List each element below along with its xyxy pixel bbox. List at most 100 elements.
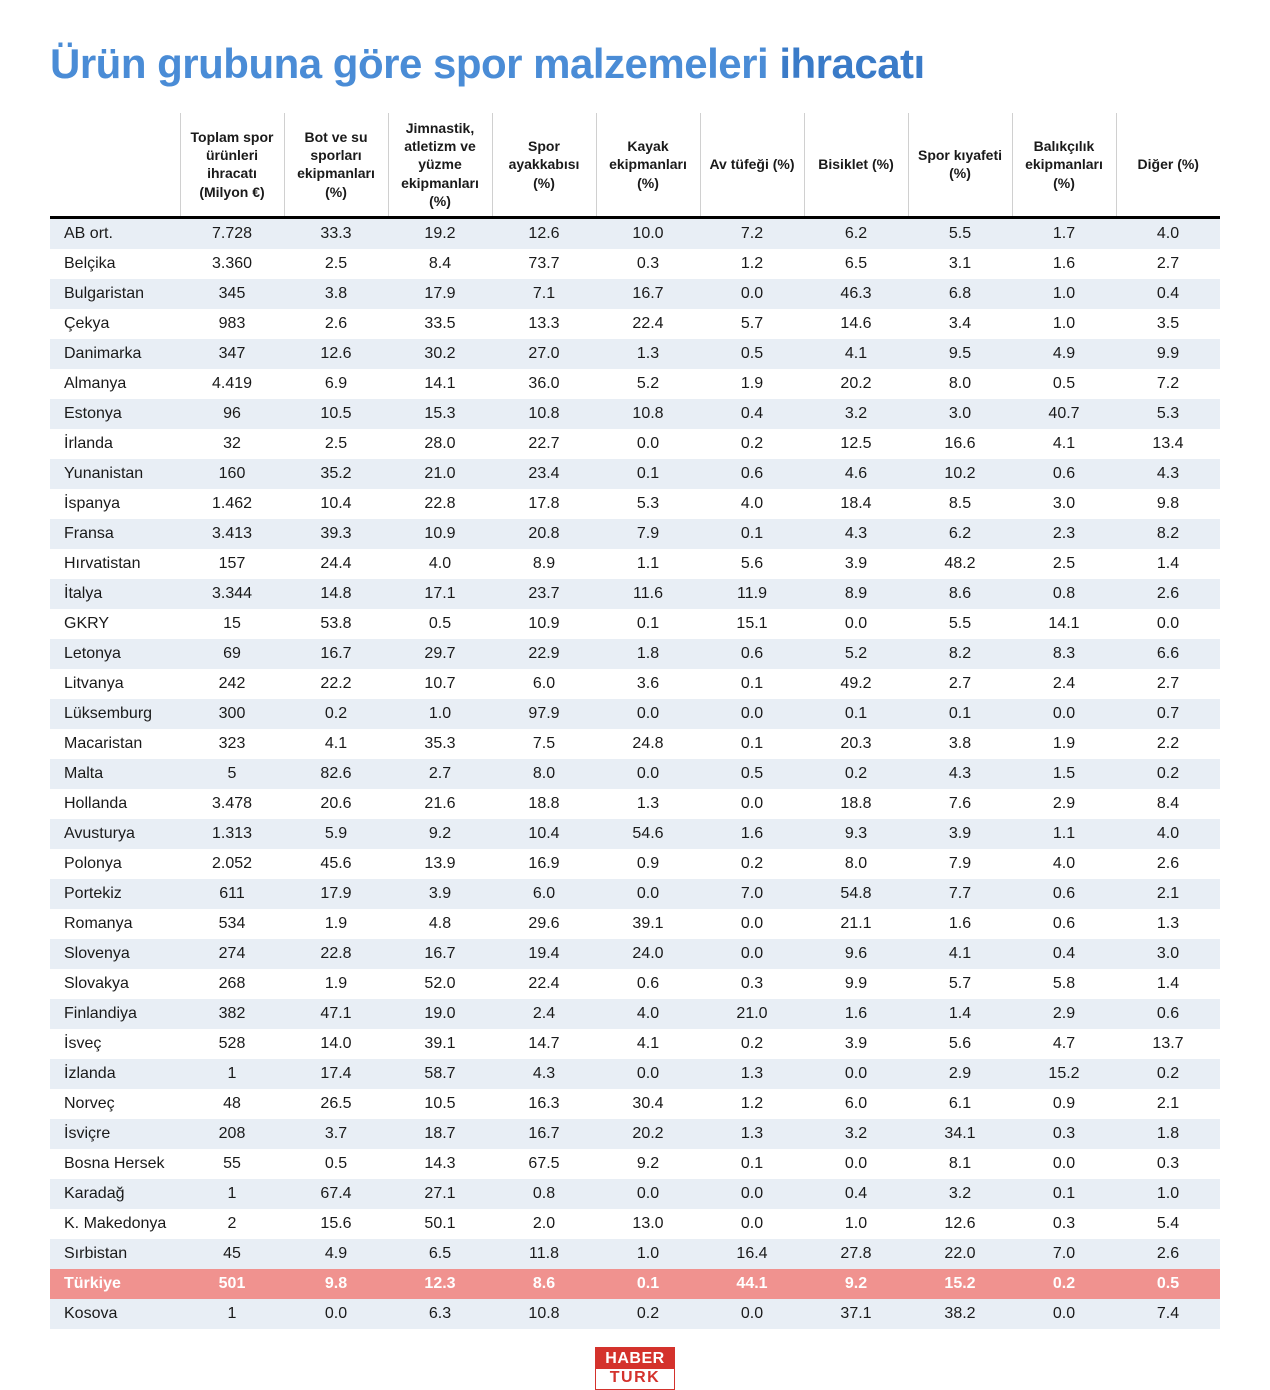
row-value: 347 (180, 339, 284, 369)
row-value: 0.5 (700, 339, 804, 369)
row-value: 4.9 (1012, 339, 1116, 369)
row-value: 3.7 (284, 1119, 388, 1149)
row-value: 0.1 (596, 459, 700, 489)
row-value: 0.5 (700, 759, 804, 789)
row-value: 3.4 (908, 309, 1012, 339)
row-value: 27.0 (492, 339, 596, 369)
row-value: 0.0 (804, 1059, 908, 1089)
row-value: 9.5 (908, 339, 1012, 369)
row-value: 8.5 (908, 489, 1012, 519)
row-name: Karadağ (50, 1179, 180, 1209)
row-value: 7.7 (908, 879, 1012, 909)
row-name: Yunanistan (50, 459, 180, 489)
row-value: 3.8 (284, 279, 388, 309)
row-value: 2.4 (492, 999, 596, 1029)
row-value: 5.4 (1116, 1209, 1220, 1239)
table-row: Slovenya27422.816.719.424.00.09.64.10.43… (50, 939, 1220, 969)
row-value: 39.1 (388, 1029, 492, 1059)
row-value: 4.1 (804, 339, 908, 369)
row-value: 0.1 (700, 1149, 804, 1179)
row-value: 7.0 (700, 879, 804, 909)
row-value: 21.0 (700, 999, 804, 1029)
row-value: 0.0 (596, 759, 700, 789)
table-row: Hırvatistan15724.44.08.91.15.63.948.22.5… (50, 549, 1220, 579)
row-value: 0.5 (388, 609, 492, 639)
row-value: 0.0 (1012, 699, 1116, 729)
row-value: 19.4 (492, 939, 596, 969)
table-col-header: Jimnastik, atletizm ve yüzme ekipmanları… (388, 113, 492, 217)
row-name: Almanya (50, 369, 180, 399)
row-value: 0.2 (284, 699, 388, 729)
row-value: 10.8 (492, 1299, 596, 1329)
row-value: 5.5 (908, 609, 1012, 639)
row-value: 22.9 (492, 639, 596, 669)
row-value: 2.1 (1116, 879, 1220, 909)
row-value: 0.3 (700, 969, 804, 999)
row-value: 2.4 (1012, 669, 1116, 699)
row-value: 6.1 (908, 1089, 1012, 1119)
table-body: AB ort.7.72833.319.212.610.07.26.25.51.7… (50, 217, 1220, 1329)
row-value: 54.8 (804, 879, 908, 909)
row-value: 7.9 (908, 849, 1012, 879)
row-value: 6.5 (804, 249, 908, 279)
row-name: Belçika (50, 249, 180, 279)
row-value: 160 (180, 459, 284, 489)
table-row: Belçika3.3602.58.473.70.31.26.53.11.62.7 (50, 249, 1220, 279)
row-value: 0.9 (596, 849, 700, 879)
row-value: 10.8 (492, 399, 596, 429)
row-value: 5.5 (908, 217, 1012, 249)
row-value: 0.0 (804, 609, 908, 639)
row-value: 0.0 (700, 1179, 804, 1209)
row-value: 0.0 (596, 1179, 700, 1209)
row-name: Romanya (50, 909, 180, 939)
row-value: 0.2 (804, 759, 908, 789)
row-value: 5.3 (1116, 399, 1220, 429)
row-value: 0.1 (700, 669, 804, 699)
row-value: 4.3 (804, 519, 908, 549)
row-value: 0.0 (596, 699, 700, 729)
row-value: 1.9 (700, 369, 804, 399)
row-name: Litvanya (50, 669, 180, 699)
table-row: K. Makedonya215.650.12.013.00.01.012.60.… (50, 1209, 1220, 1239)
row-value: 4.0 (700, 489, 804, 519)
row-value: 1.2 (700, 249, 804, 279)
row-value: 82.6 (284, 759, 388, 789)
row-value: 1.3 (596, 339, 700, 369)
row-value: 0.0 (596, 1059, 700, 1089)
row-value: 2 (180, 1209, 284, 1239)
table-row: Bosna Hersek550.514.367.59.20.10.08.10.0… (50, 1149, 1220, 1179)
row-value: 17.4 (284, 1059, 388, 1089)
table-col-header: Av tüfeği (%) (700, 113, 804, 217)
row-value: 2.6 (1116, 849, 1220, 879)
row-value: 22.4 (596, 309, 700, 339)
row-value: 10.7 (388, 669, 492, 699)
row-value: 22.0 (908, 1239, 1012, 1269)
row-value: 1.9 (284, 909, 388, 939)
table-col-header: Spor ayakkabısı (%) (492, 113, 596, 217)
row-value: 0.2 (1012, 1269, 1116, 1299)
row-value: 0.0 (700, 909, 804, 939)
row-value: 345 (180, 279, 284, 309)
row-value: 12.6 (284, 339, 388, 369)
row-value: 268 (180, 969, 284, 999)
row-value: 1.3 (596, 789, 700, 819)
table-row: Lüksemburg3000.21.097.90.00.00.10.10.00.… (50, 699, 1220, 729)
row-value: 1.2 (700, 1089, 804, 1119)
row-value: 35.3 (388, 729, 492, 759)
row-value: 8.9 (492, 549, 596, 579)
row-value: 242 (180, 669, 284, 699)
row-value: 7.1 (492, 279, 596, 309)
row-name: Kosova (50, 1299, 180, 1329)
table-row: Kosova10.06.310.80.20.037.138.20.07.4 (50, 1299, 1220, 1329)
row-name: Estonya (50, 399, 180, 429)
row-value: 2.6 (284, 309, 388, 339)
row-value: 10.5 (388, 1089, 492, 1119)
row-value: 6.3 (388, 1299, 492, 1329)
row-value: 1.4 (1116, 549, 1220, 579)
row-value: 0.3 (1116, 1149, 1220, 1179)
row-value: 15.2 (908, 1269, 1012, 1299)
row-name: Danimarka (50, 339, 180, 369)
row-value: 2.9 (1012, 789, 1116, 819)
row-value: 9.6 (804, 939, 908, 969)
row-value: 611 (180, 879, 284, 909)
